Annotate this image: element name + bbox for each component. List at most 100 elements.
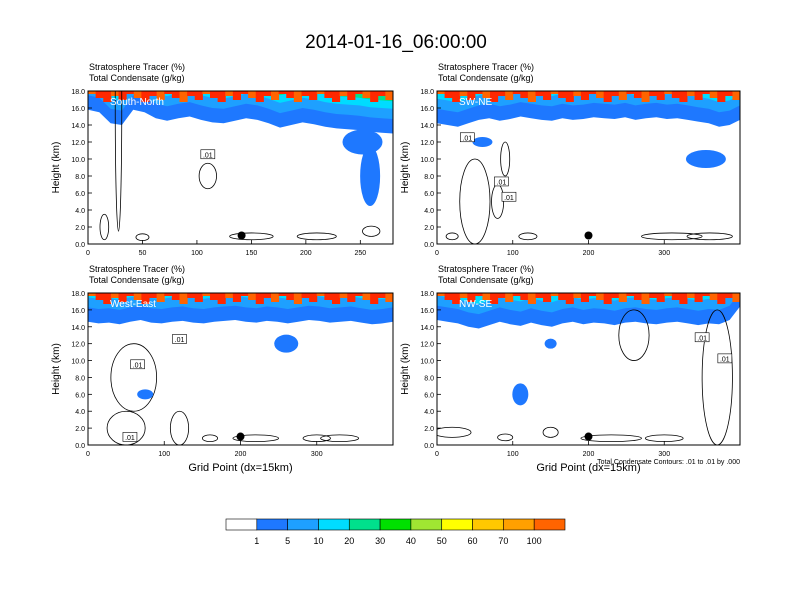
condensate-contours <box>437 309 733 445</box>
condensate-contours <box>99 91 381 242</box>
tracer-top-cell <box>278 91 287 94</box>
tracer-top-cell <box>490 293 499 304</box>
tracer-top-cell <box>732 91 740 100</box>
tracer-top-cell <box>156 91 165 100</box>
colorbar-box <box>379 518 412 531</box>
tracer-top-cell <box>679 293 688 304</box>
tracer-top-cell <box>482 293 491 300</box>
panel-top-right: .01 .01 .01 SW-NE Stratosphere Tracer (%)Tot… <box>400 62 741 257</box>
tracer-top-cell <box>459 91 468 96</box>
tracer-top-cell <box>490 91 499 102</box>
tracer-top-cell <box>309 293 318 302</box>
panel-title-line1: Stratosphere Tracer (%) <box>89 264 185 274</box>
y-tick-label: 18.0 <box>420 89 434 96</box>
tracer-top-cell <box>187 91 196 96</box>
y-tick-label: 12.0 <box>71 342 85 349</box>
tracer-top-cell <box>149 293 158 298</box>
tracer-top-cell <box>702 91 711 94</box>
tracer-top-cell <box>603 91 612 102</box>
tracer-top-cell <box>286 293 295 300</box>
contour-label: .01 <box>133 362 143 369</box>
contour-label-box <box>172 334 187 344</box>
panel-top-left: .01 South-North Stratosphere Tracer (%)Tot… <box>51 62 394 257</box>
y-tick-label: 0.0 <box>424 443 434 450</box>
colorbar-box <box>533 518 566 531</box>
y-tick-label: 8.0 <box>424 375 434 382</box>
tracer-top-cell <box>671 91 680 98</box>
y-tick-label: 18.0 <box>420 291 434 298</box>
tracer-top-cell <box>656 91 665 100</box>
panel-plot-area: .01 .01 .01 <box>88 293 393 445</box>
contour-label: .01 <box>497 179 507 186</box>
x-tick-label: 100 <box>158 451 170 458</box>
colorbar-box <box>472 518 504 531</box>
y-tick-label: 14.0 <box>420 325 434 332</box>
colorbar-box <box>441 518 473 531</box>
tracer-top-cell <box>301 91 310 96</box>
tracer-top-cell <box>633 293 643 300</box>
condensate-blob <box>472 137 493 147</box>
colorbar-label: 100 <box>527 536 542 546</box>
tracer-top-cell <box>179 293 188 304</box>
tracer-top-cell <box>452 91 461 102</box>
contour-ring <box>229 232 274 241</box>
contour-ring <box>362 225 381 237</box>
tracer-top-cell <box>293 293 302 304</box>
y-tick-label: 18.0 <box>71 291 85 298</box>
tracer-top-cell <box>347 293 356 302</box>
contour-ring <box>169 410 190 445</box>
tracer-top-cell <box>194 91 203 100</box>
contour-label-box <box>200 149 216 160</box>
tracer-top-cell <box>535 293 544 298</box>
tracer-top-cell <box>459 293 468 298</box>
location-marker <box>584 432 593 441</box>
x-tick-label: 250 <box>354 250 366 257</box>
tracer-top-cell <box>301 293 310 298</box>
y-tick-label: 6.0 <box>75 392 85 399</box>
x-tick-label: 100 <box>507 250 519 257</box>
tracer-top-cell <box>732 293 740 302</box>
y-tick-label: 0.0 <box>424 242 434 249</box>
x-tick-label: 200 <box>235 451 247 458</box>
tracer-top-cell <box>633 91 643 98</box>
colorbar-box <box>503 518 535 531</box>
tracer-top-cell <box>232 91 241 100</box>
tracer-top-cell <box>164 91 173 94</box>
panel-plot-area: .01 .01 .01 <box>437 91 740 244</box>
tracer-top-cell <box>164 293 173 296</box>
tracer-top-cell <box>255 91 264 102</box>
tracer-top-cell <box>332 293 341 304</box>
tracer-top-cell <box>664 91 673 94</box>
contour-label: .01 <box>720 356 730 363</box>
contour-ring <box>106 410 146 445</box>
panel-title-line1: Stratosphere Tracer (%) <box>438 62 534 72</box>
tracer-top-cell <box>482 91 491 98</box>
contour-ring <box>518 232 538 241</box>
contour-ring <box>445 232 459 241</box>
x-tick-label: 300 <box>311 451 323 458</box>
tracer-top-cell <box>611 91 620 96</box>
condensate-contours <box>106 343 360 445</box>
y-tick-label: 16.0 <box>71 308 85 315</box>
colorbar: 1 5 10 20 30 40 50 60 70 100 <box>225 518 566 546</box>
y-tick-label: 2.0 <box>424 225 434 232</box>
tracer-top-cell <box>702 293 711 296</box>
colorbar-box <box>318 518 350 531</box>
tracer-top-cell <box>474 91 483 94</box>
tracer-top-cell <box>202 91 211 94</box>
contour-ring <box>497 433 514 442</box>
y-tick-label: 14.0 <box>71 325 85 332</box>
x-tick-label: 200 <box>300 250 312 257</box>
tracer-top-cell <box>717 293 726 304</box>
tracer-top-cell <box>332 91 341 102</box>
location-marker <box>584 231 593 240</box>
tracer-top-cell <box>316 91 325 94</box>
x-tick-label: 150 <box>246 250 258 257</box>
tracer-top-cell <box>202 293 211 296</box>
y-tick-label: 8.0 <box>75 375 85 382</box>
tracer-top-cell <box>565 91 574 102</box>
tracer-top-cell <box>527 293 536 304</box>
tracer-top-cell <box>248 91 257 98</box>
